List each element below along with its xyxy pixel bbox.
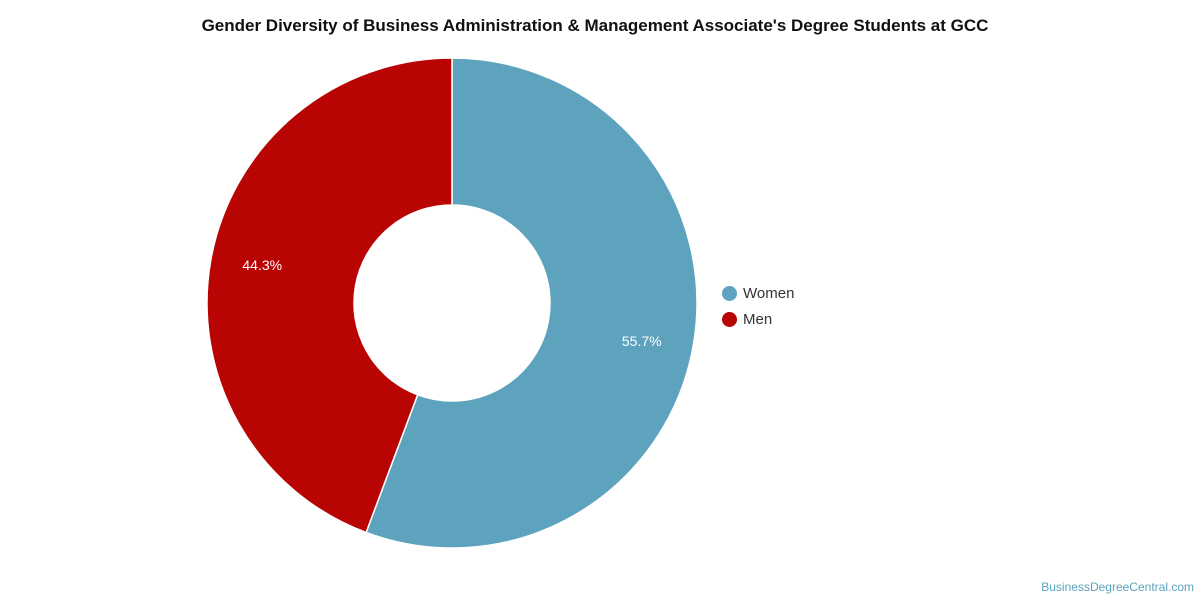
legend-item-women[interactable]: Women	[722, 280, 794, 306]
data-label-women: 55.7%	[622, 333, 662, 349]
legend-label-men: Men	[743, 310, 773, 328]
slice-men[interactable]	[206, 57, 453, 534]
legend-swatch-men	[722, 311, 737, 327]
chart-legend: Women Men	[722, 280, 794, 332]
slice-women[interactable]	[365, 57, 698, 549]
watermark[interactable]: BusinessDegreeCentral.com	[1041, 580, 1194, 594]
legend-label-women: Women	[743, 284, 795, 302]
legend-swatch-women	[722, 285, 737, 301]
legend-item-men[interactable]: Men	[722, 306, 794, 332]
data-label-men: 44.3%	[242, 257, 282, 273]
chart-title: Gender Diversity of Business Administrat…	[201, 16, 989, 35]
